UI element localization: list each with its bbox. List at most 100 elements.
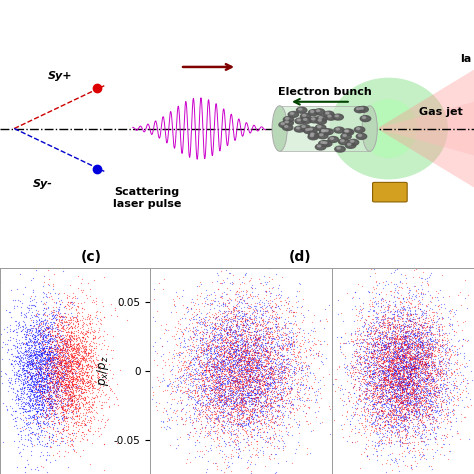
Point: [43, 378, 51, 386]
Point: [409, 403, 417, 410]
Point: [431, 429, 439, 437]
Point: [203, 346, 210, 354]
Point: [236, 400, 243, 407]
Point: [258, 302, 265, 310]
Point: [51, 364, 58, 371]
Point: [269, 399, 277, 406]
Point: [266, 348, 273, 356]
Point: [374, 369, 382, 376]
Point: [400, 337, 408, 345]
Point: [228, 337, 235, 345]
Point: [402, 346, 410, 353]
Point: [282, 337, 290, 344]
Point: [287, 381, 294, 388]
Point: [406, 393, 414, 401]
Point: [55, 356, 63, 364]
Point: [216, 403, 223, 410]
Point: [443, 331, 451, 338]
Point: [369, 384, 377, 392]
Point: [401, 377, 408, 384]
Point: [241, 349, 249, 356]
Point: [21, 377, 28, 385]
Point: [173, 386, 181, 394]
Point: [298, 332, 306, 339]
Point: [414, 347, 421, 355]
Point: [270, 397, 277, 404]
Point: [234, 312, 241, 320]
Point: [414, 320, 421, 328]
Point: [378, 376, 386, 383]
Point: [412, 382, 419, 390]
Point: [229, 328, 237, 335]
Point: [368, 315, 375, 323]
Point: [240, 341, 247, 348]
Point: [19, 354, 27, 362]
Point: [57, 387, 65, 394]
Point: [326, 405, 334, 412]
Point: [411, 373, 419, 380]
Point: [403, 389, 411, 397]
Point: [367, 323, 375, 331]
Point: [247, 399, 255, 406]
Point: [388, 466, 396, 474]
Point: [199, 400, 207, 407]
Point: [292, 321, 300, 329]
Point: [45, 378, 53, 386]
Point: [48, 309, 55, 316]
Point: [384, 325, 392, 333]
Point: [43, 439, 50, 447]
Point: [14, 359, 21, 367]
Point: [61, 413, 68, 421]
Point: [418, 349, 425, 357]
Point: [436, 340, 444, 348]
Point: [302, 346, 310, 354]
Point: [376, 424, 383, 431]
Point: [55, 373, 62, 381]
Point: [374, 379, 382, 387]
Point: [213, 324, 220, 332]
Point: [224, 392, 232, 400]
Point: [235, 446, 243, 453]
Point: [364, 381, 372, 388]
Point: [256, 399, 264, 406]
Point: [371, 369, 379, 377]
Point: [373, 412, 380, 420]
Point: [234, 341, 242, 349]
Point: [256, 368, 264, 375]
Point: [402, 365, 410, 373]
Point: [200, 320, 208, 328]
Point: [266, 379, 274, 387]
Point: [396, 399, 404, 406]
Point: [21, 330, 28, 337]
Point: [396, 297, 404, 305]
Point: [244, 388, 251, 395]
Point: [261, 413, 269, 421]
Point: [43, 411, 51, 419]
Point: [44, 401, 52, 409]
Point: [33, 370, 41, 377]
Point: [202, 387, 210, 394]
Point: [267, 400, 274, 407]
Point: [390, 429, 398, 437]
Point: [80, 345, 88, 353]
Point: [52, 313, 60, 321]
Point: [81, 414, 89, 422]
Point: [49, 383, 57, 391]
Point: [46, 394, 54, 402]
Point: [450, 394, 457, 401]
Point: [10, 302, 18, 310]
Point: [411, 406, 419, 414]
Point: [426, 336, 434, 344]
Point: [197, 292, 204, 300]
Point: [416, 394, 424, 401]
Point: [308, 428, 315, 435]
Point: [259, 382, 266, 390]
Point: [213, 319, 220, 327]
Point: [365, 437, 372, 444]
Point: [27, 329, 35, 337]
Point: [69, 403, 77, 410]
Point: [84, 324, 92, 332]
Point: [40, 341, 48, 348]
Point: [401, 461, 408, 469]
Point: [436, 380, 444, 388]
